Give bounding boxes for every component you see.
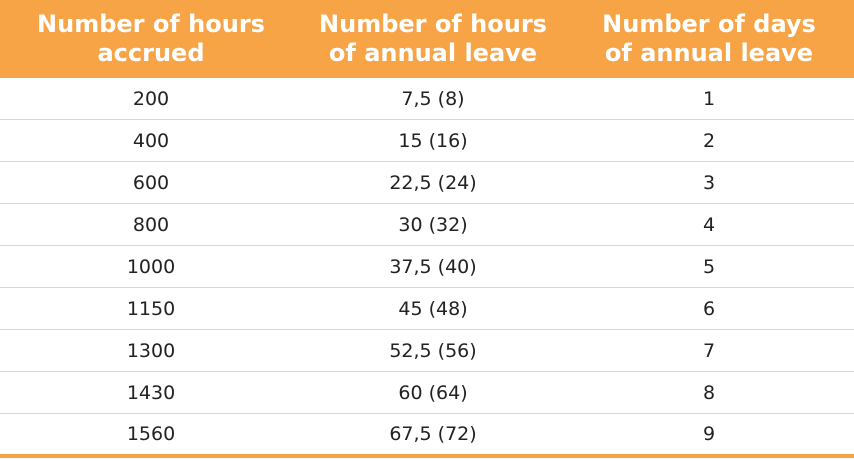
table-cell: 45 (48) xyxy=(302,287,564,330)
table-row: 400 15 (16) 2 xyxy=(0,119,854,162)
header-line: of annual leave xyxy=(328,39,538,67)
table-header: Number of hours accrued Number of hours of … xyxy=(0,0,854,78)
table-cell: 400 xyxy=(0,119,302,162)
table-cell: 3 xyxy=(564,161,854,204)
table-cell: 4 xyxy=(564,203,854,246)
table-cell: 6 xyxy=(564,287,854,330)
header-line: Number of hours xyxy=(319,10,547,38)
table-body: 200 7,5 (8) 1 400 15 (16) 2 600 22,5 (24) 3 800 30… xyxy=(0,78,854,458)
table-cell: 1300 xyxy=(0,329,302,372)
table-cell: 5 xyxy=(564,245,854,288)
header-cell: Number of days of annual leave xyxy=(564,0,854,78)
table-row: 200 7,5 (8) 1 xyxy=(0,78,854,120)
table-cell: 22,5 (24) xyxy=(302,161,564,204)
table-cell: 15 (16) xyxy=(302,119,564,162)
table-cell: 1430 xyxy=(0,371,302,414)
header-line: of annual leave xyxy=(604,39,814,67)
table-row: 1300 52,5 (56) 7 xyxy=(0,329,854,372)
header-line: Number of days xyxy=(602,10,816,38)
table-cell: 2 xyxy=(564,119,854,162)
table-row: 600 22,5 (24) 3 xyxy=(0,161,854,204)
table-cell: 600 xyxy=(0,161,302,204)
table-cell: 37,5 (40) xyxy=(302,245,564,288)
table-row: 800 30 (32) 4 xyxy=(0,203,854,246)
table-cell: 200 xyxy=(0,78,302,120)
table-row: 1430 60 (64) 8 xyxy=(0,371,854,414)
table-cell: 8 xyxy=(564,371,854,414)
table-cell: 67,5 (72) xyxy=(302,413,564,458)
table-cell: 1560 xyxy=(0,413,302,458)
table-row: 1150 45 (48) 6 xyxy=(0,287,854,330)
table-cell: 30 (32) xyxy=(302,203,564,246)
header-line: Number of hours xyxy=(37,10,265,38)
table-cell: 800 xyxy=(0,203,302,246)
table-cell: 52,5 (56) xyxy=(302,329,564,372)
table-cell: 9 xyxy=(564,413,854,458)
table-cell: 1 xyxy=(564,78,854,120)
header-cell: Number of hours of annual leave xyxy=(302,0,564,78)
table-row: 1560 67,5 (72) 9 xyxy=(0,413,854,458)
table-cell: 7 xyxy=(564,329,854,372)
header-cell: Number of hours accrued xyxy=(0,0,302,78)
table-cell: 60 (64) xyxy=(302,371,564,414)
table-cell: 1150 xyxy=(0,287,302,330)
header-row: Number of hours accrued Number of hours of … xyxy=(0,0,854,78)
table-row: 1000 37,5 (40) 5 xyxy=(0,245,854,288)
table-cell: 1000 xyxy=(0,245,302,288)
header-line: accrued xyxy=(97,39,205,67)
table-cell: 7,5 (8) xyxy=(302,78,564,120)
